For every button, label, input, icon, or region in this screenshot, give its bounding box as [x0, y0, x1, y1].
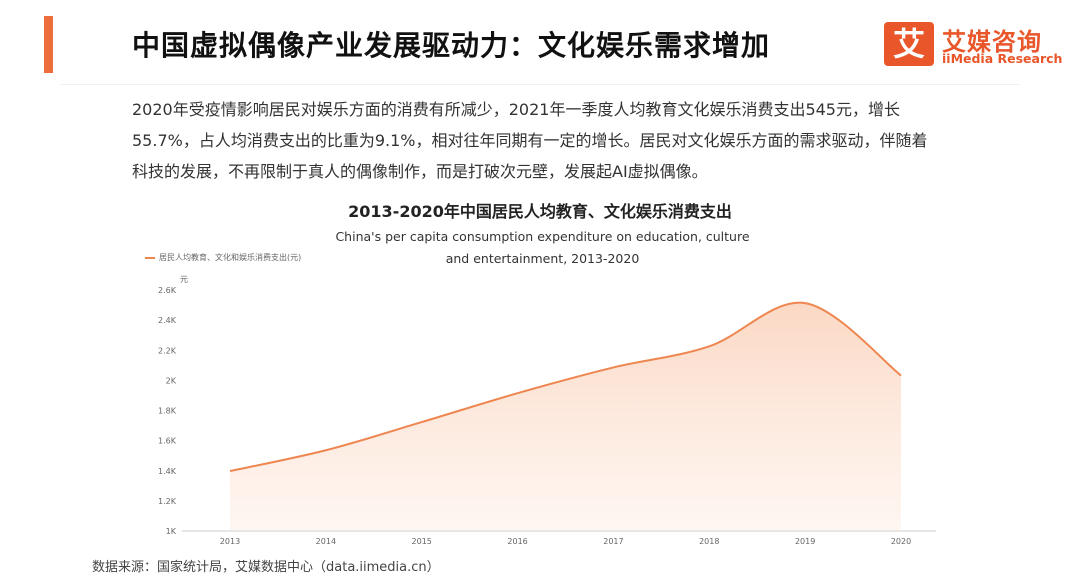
title-accent-bar	[44, 16, 53, 73]
data-point	[899, 374, 903, 378]
x-tick-label: 2015	[412, 537, 432, 546]
series-line	[229, 301, 902, 473]
chart-subtitle: China's per capita consumption expenditu…	[335, 229, 750, 266]
legend-swatch	[145, 257, 155, 259]
data-source-note: 数据来源：国家统计局，艾媒数据中心（data.iimedia.cn）	[92, 560, 440, 575]
y-tick-label: 2.4K	[158, 316, 177, 325]
y-tick-label: 1.8K	[158, 407, 177, 416]
legend-label: 居民人均教育、文化和娱乐消费支出(元)	[159, 253, 302, 262]
brand-name-en: iiMedia Research	[942, 51, 1063, 66]
brand-mark-icon: 艾	[884, 22, 934, 66]
y-tick-label: 2.6K	[158, 286, 177, 295]
data-point	[803, 301, 807, 305]
x-tick-label: 2018	[699, 537, 719, 546]
header-divider	[60, 84, 1020, 85]
y-tick-label: 1.4K	[158, 467, 177, 476]
brand-name-cn: 艾媒咨询	[942, 28, 1042, 56]
y-tick-label: 1.2K	[158, 497, 177, 506]
x-tick-label: 2013	[220, 537, 240, 546]
data-point	[516, 391, 520, 395]
data-point	[611, 365, 615, 369]
data-point	[324, 448, 328, 452]
brand-logo: 艾 艾媒咨询 iiMedia Research	[884, 20, 1064, 70]
page-title: 中国虚拟偶像产业发展驱动力：文化娱乐需求增加	[132, 29, 771, 62]
x-tick-label: 2016	[507, 537, 527, 546]
x-tick-label: 2017	[603, 537, 623, 546]
x-tick-label: 2020	[891, 537, 911, 546]
y-tick-label: 2.2K	[158, 346, 177, 355]
y-tick-label: 2K	[166, 376, 177, 385]
data-point	[228, 469, 232, 473]
data-point	[707, 344, 711, 348]
chart-title: 2013-2020年中国居民人均教育、文化娱乐消费支出	[348, 202, 732, 221]
body-paragraph: 2020年受疫情影响居民对娱乐方面的消费有所减少，2021年一季度人均教育文化娱…	[132, 100, 928, 181]
x-tick-label: 2014	[316, 537, 336, 546]
x-tick-label: 2019	[795, 537, 815, 546]
y-tick-label: 1.6K	[158, 437, 177, 446]
data-point	[420, 420, 424, 424]
series-area-fill	[230, 302, 901, 531]
y-axis-unit: 元	[180, 275, 188, 284]
y-tick-label: 1K	[166, 527, 177, 536]
